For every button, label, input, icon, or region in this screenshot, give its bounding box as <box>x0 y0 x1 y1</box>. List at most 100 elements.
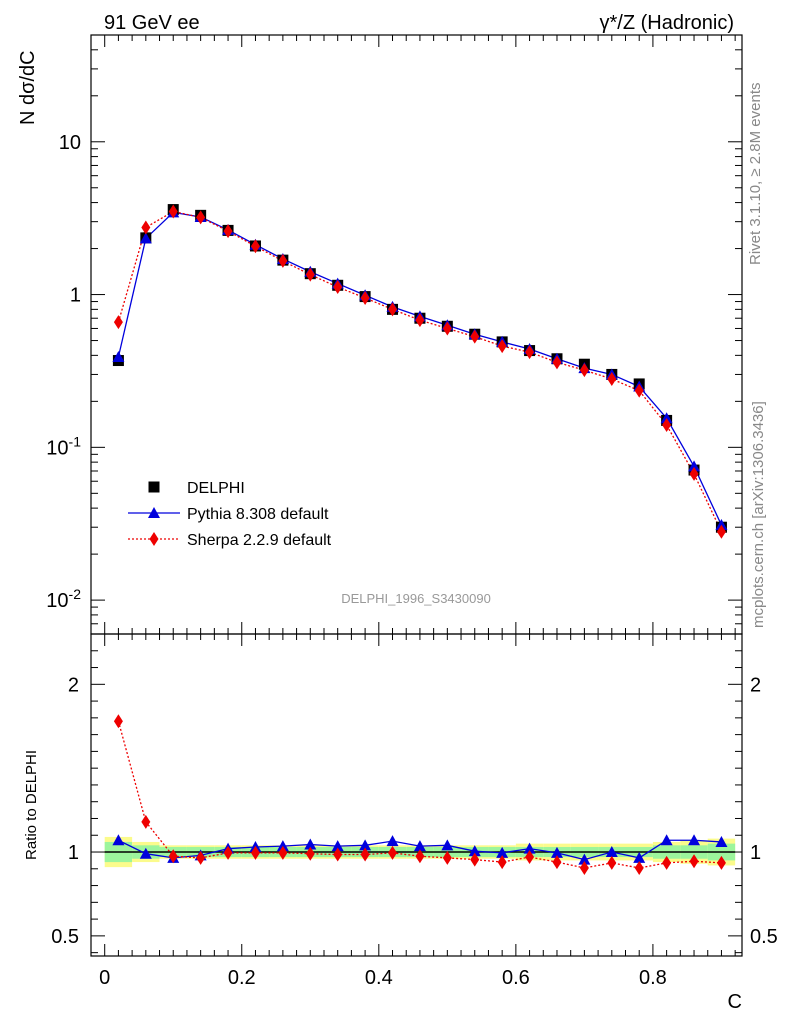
x-tick-label: 0.6 <box>502 967 530 989</box>
legend-label: Pythia 8.308 default <box>187 506 329 523</box>
data-point-sherpa <box>662 418 672 433</box>
data-point-sherpa <box>168 204 178 219</box>
ratio-point-pythia <box>688 834 701 846</box>
ratio-point-sherpa <box>579 860 589 875</box>
ratio-point-pythia <box>715 835 728 847</box>
data-point-sherpa <box>113 315 123 330</box>
ratio-point-pythia <box>139 847 152 859</box>
data-point-pythia <box>715 519 728 531</box>
ratio-point-sherpa <box>552 855 562 870</box>
x-axis-label: C <box>728 991 742 1013</box>
ratio-point-sherpa <box>607 855 617 870</box>
left-title: 91 GeV ee <box>104 12 200 34</box>
y-tick-label: 10 <box>59 132 81 154</box>
ratio-point-pythia <box>304 838 317 850</box>
ratio-point-sherpa <box>278 845 288 860</box>
x-tick-label: 0.8 <box>639 967 667 989</box>
y-tick-label: 10-2 <box>46 586 81 612</box>
data-point-sherpa <box>689 466 699 481</box>
ratio-y-tick-label: 0.5 <box>51 926 79 948</box>
ratio-point-sherpa <box>113 714 123 729</box>
ratio-point-sherpa <box>333 847 343 862</box>
ratio-point-pythia <box>386 835 399 847</box>
data-point-sherpa <box>250 239 260 254</box>
legend-marker-sherpa <box>149 532 159 546</box>
data-point-sherpa <box>579 363 589 378</box>
data-point-sherpa <box>305 267 315 282</box>
ratio-y-tick-label: 2 <box>68 674 79 696</box>
ratio-point-sherpa <box>250 845 260 860</box>
ratio-point-sherpa <box>662 855 672 870</box>
ratio-point-pythia <box>605 846 618 858</box>
ratio-point-sherpa <box>305 846 315 861</box>
ratio-axis-label: Ratio to DELPHI <box>23 750 40 860</box>
data-point-pythia <box>688 460 701 472</box>
y-tick-label: 1 <box>70 285 81 307</box>
ratio-point-pythia <box>660 834 673 846</box>
data-point-sherpa <box>388 302 398 317</box>
ratio-point-sherpa <box>716 855 726 870</box>
ratio-point-sherpa <box>388 845 398 860</box>
data-point-sherpa <box>525 345 535 360</box>
data-point-pythia <box>112 351 125 363</box>
ratio-frame <box>90 633 743 957</box>
data-point-sherpa <box>442 321 452 336</box>
tick-base: 10 <box>46 590 68 612</box>
data-point-sherpa <box>552 355 562 370</box>
ratio-point-pythia <box>359 839 372 851</box>
rivet-label: Rivet 3.1.10, ≥ 2.8M events <box>747 83 764 266</box>
ratio-point-sherpa <box>415 849 425 864</box>
ratio-point-pythia <box>523 842 536 854</box>
data-point-sherpa <box>415 313 425 328</box>
tick-exp: -1 <box>69 433 82 449</box>
ratio-point-pythia <box>331 840 344 852</box>
data-point-sherpa <box>716 524 726 539</box>
pythia-line <box>117 211 723 526</box>
data-point-sherpa <box>634 383 644 398</box>
watermark: DELPHI_1996_S3430090 <box>341 591 491 606</box>
legend-label: DELPHI <box>187 480 245 497</box>
data-point-pythia <box>660 412 673 424</box>
mcplots-label: mcplots.cern.ch [arXiv:1306.3436] <box>750 401 767 628</box>
ratio-point-sherpa <box>525 850 535 865</box>
data-point-sherpa <box>223 224 233 239</box>
ratio-point-pythia <box>276 840 289 852</box>
data-point-sherpa <box>141 220 151 235</box>
data-point-sherpa <box>497 339 507 354</box>
ratio-point-sherpa <box>442 850 452 865</box>
data-point-sherpa <box>196 210 206 225</box>
legend-marker-delphi <box>148 481 160 493</box>
ratio-point-pythia <box>413 840 426 852</box>
ratio-point-sherpa <box>689 854 699 869</box>
ratio-point-sherpa <box>470 852 480 867</box>
ratio-point-sherpa <box>168 849 178 864</box>
legend-marker-pythia <box>148 507 160 518</box>
ratio-point-sherpa <box>196 850 206 865</box>
tick-base: 10 <box>46 437 68 459</box>
y-tick-label: 10-1 <box>46 433 81 459</box>
ratio-y-tick-label-right: 0.5 <box>750 926 778 948</box>
ratio-y-tick-label-right: 2 <box>750 674 761 696</box>
y-axis-label: N dσ/dC <box>17 50 39 125</box>
x-tick-label: 0 <box>99 967 110 989</box>
data-point-pythia <box>139 232 152 244</box>
data-point-sherpa <box>333 280 343 295</box>
legend-label: Sherpa 2.2.9 default <box>187 532 332 549</box>
ratio-point-sherpa <box>634 860 644 875</box>
right-title: γ*/Z (Hadronic) <box>600 12 734 34</box>
ratio-point-pythia <box>578 853 591 865</box>
ratio-point-pythia <box>633 851 646 863</box>
data-point-sherpa <box>278 253 288 268</box>
ratio-point-pythia <box>496 846 509 858</box>
ratio-point-sherpa <box>497 855 507 870</box>
ratio-point-sherpa <box>223 845 233 860</box>
data-point-sherpa <box>607 372 617 387</box>
tick-exp: -2 <box>69 586 82 602</box>
ratio-y-tick-label-right: 1 <box>750 842 761 864</box>
ratio-point-pythia <box>550 846 563 858</box>
data-point-sherpa <box>360 290 370 305</box>
data-point-sherpa <box>470 329 480 344</box>
ratio-point-pythia <box>468 845 481 857</box>
ratio-point-pythia <box>441 839 454 851</box>
